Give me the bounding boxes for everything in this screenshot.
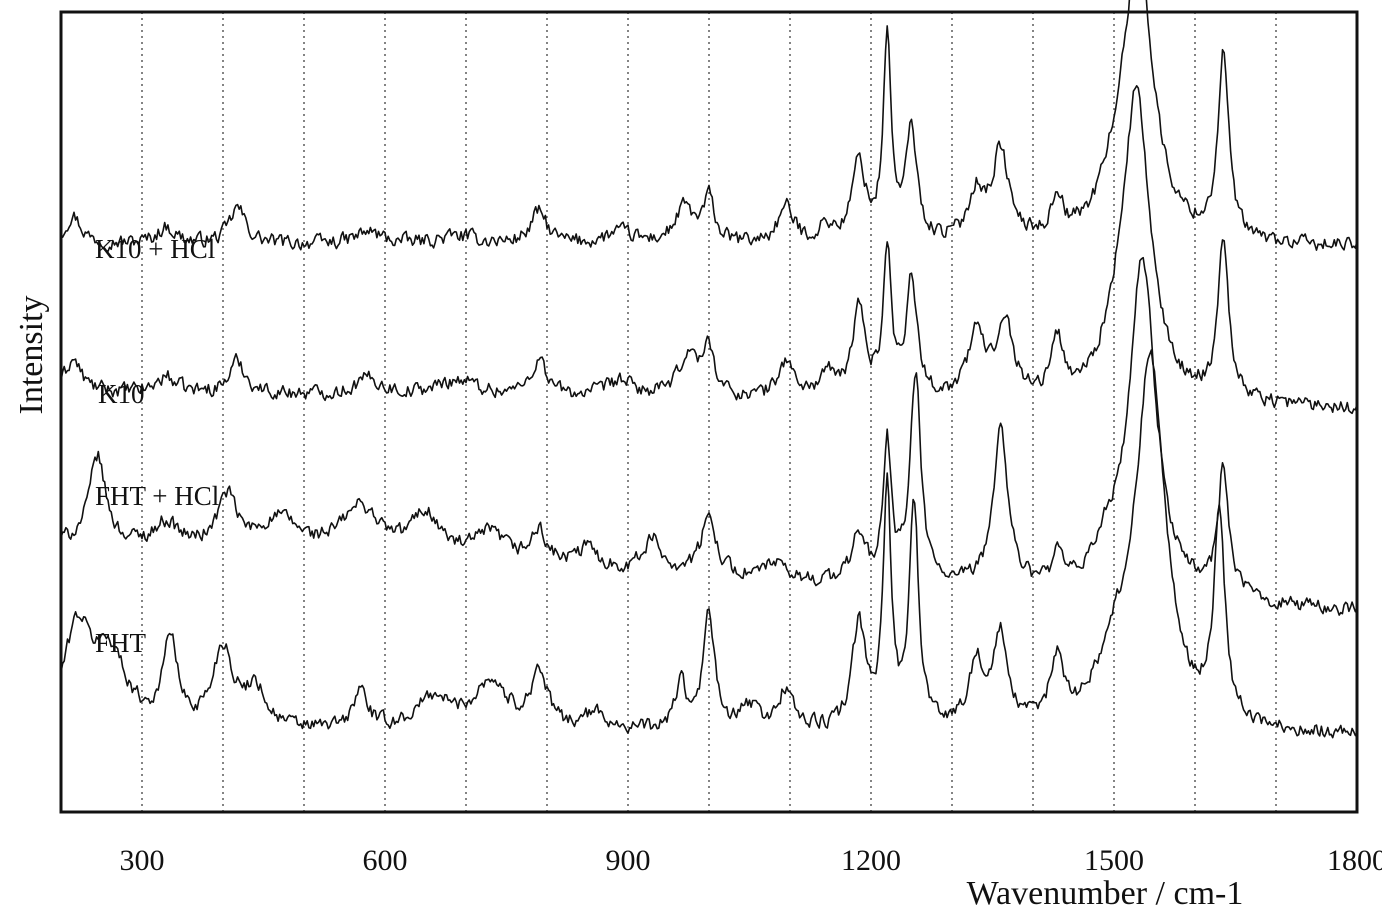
grid-layer (141, 12, 1277, 812)
series-line-fht (60, 349, 1358, 739)
x-tick-label: 1500 (1084, 844, 1144, 877)
series-label: FHT + HCl (95, 481, 219, 511)
x-tick-label: 300 (120, 844, 165, 877)
series-line-fht-hcl (60, 256, 1358, 616)
x-axis-label: Wavenumber / cm-1 (967, 875, 1244, 908)
series-line-k10-hcl (60, 0, 1358, 253)
series-line-k10 (60, 85, 1358, 415)
y-axis-label: Intensity (13, 296, 50, 415)
series-label: FHT (95, 628, 147, 658)
series-label: K10 (98, 379, 145, 409)
x-tick-label: 1800 (1327, 844, 1382, 877)
x-tick-label: 600 (363, 844, 408, 877)
series-labels: K10 + HCl K10 FHT + HCl FHT (95, 234, 219, 658)
series-layer (60, 0, 1358, 739)
x-tick-labels: 300 600 900 1200 1500 1800 (120, 844, 1382, 877)
x-tick-label: 900 (606, 844, 651, 877)
series-label: K10 + HCl (95, 234, 215, 264)
plot-frame (59, 10, 1359, 814)
x-tick-label: 1200 (841, 844, 901, 877)
